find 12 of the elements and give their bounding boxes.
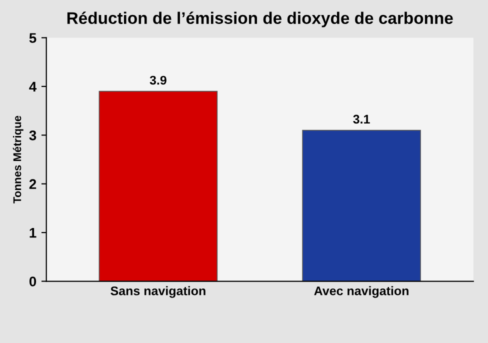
y-tick-label: 1 (30, 228, 36, 238)
y-tick-label: 2 (29, 179, 36, 189)
y-tick-label: 0 (29, 276, 36, 286)
data-label: 3.1 (353, 114, 370, 124)
y-tick-label: 5 (29, 33, 36, 43)
x-tick-label: Sans navigation (110, 286, 206, 298)
data-label: 3.9 (150, 76, 166, 85)
y-tick-label: 3 (29, 130, 36, 140)
x-tick-label: Avec navigation (314, 286, 408, 298)
chart-title: Réduction de l’émission de dioxyde de carbonne (67, 12, 453, 28)
y-tick-label: 4 (29, 82, 37, 92)
y-axis-title: Tonnes Métrique (12, 116, 24, 204)
